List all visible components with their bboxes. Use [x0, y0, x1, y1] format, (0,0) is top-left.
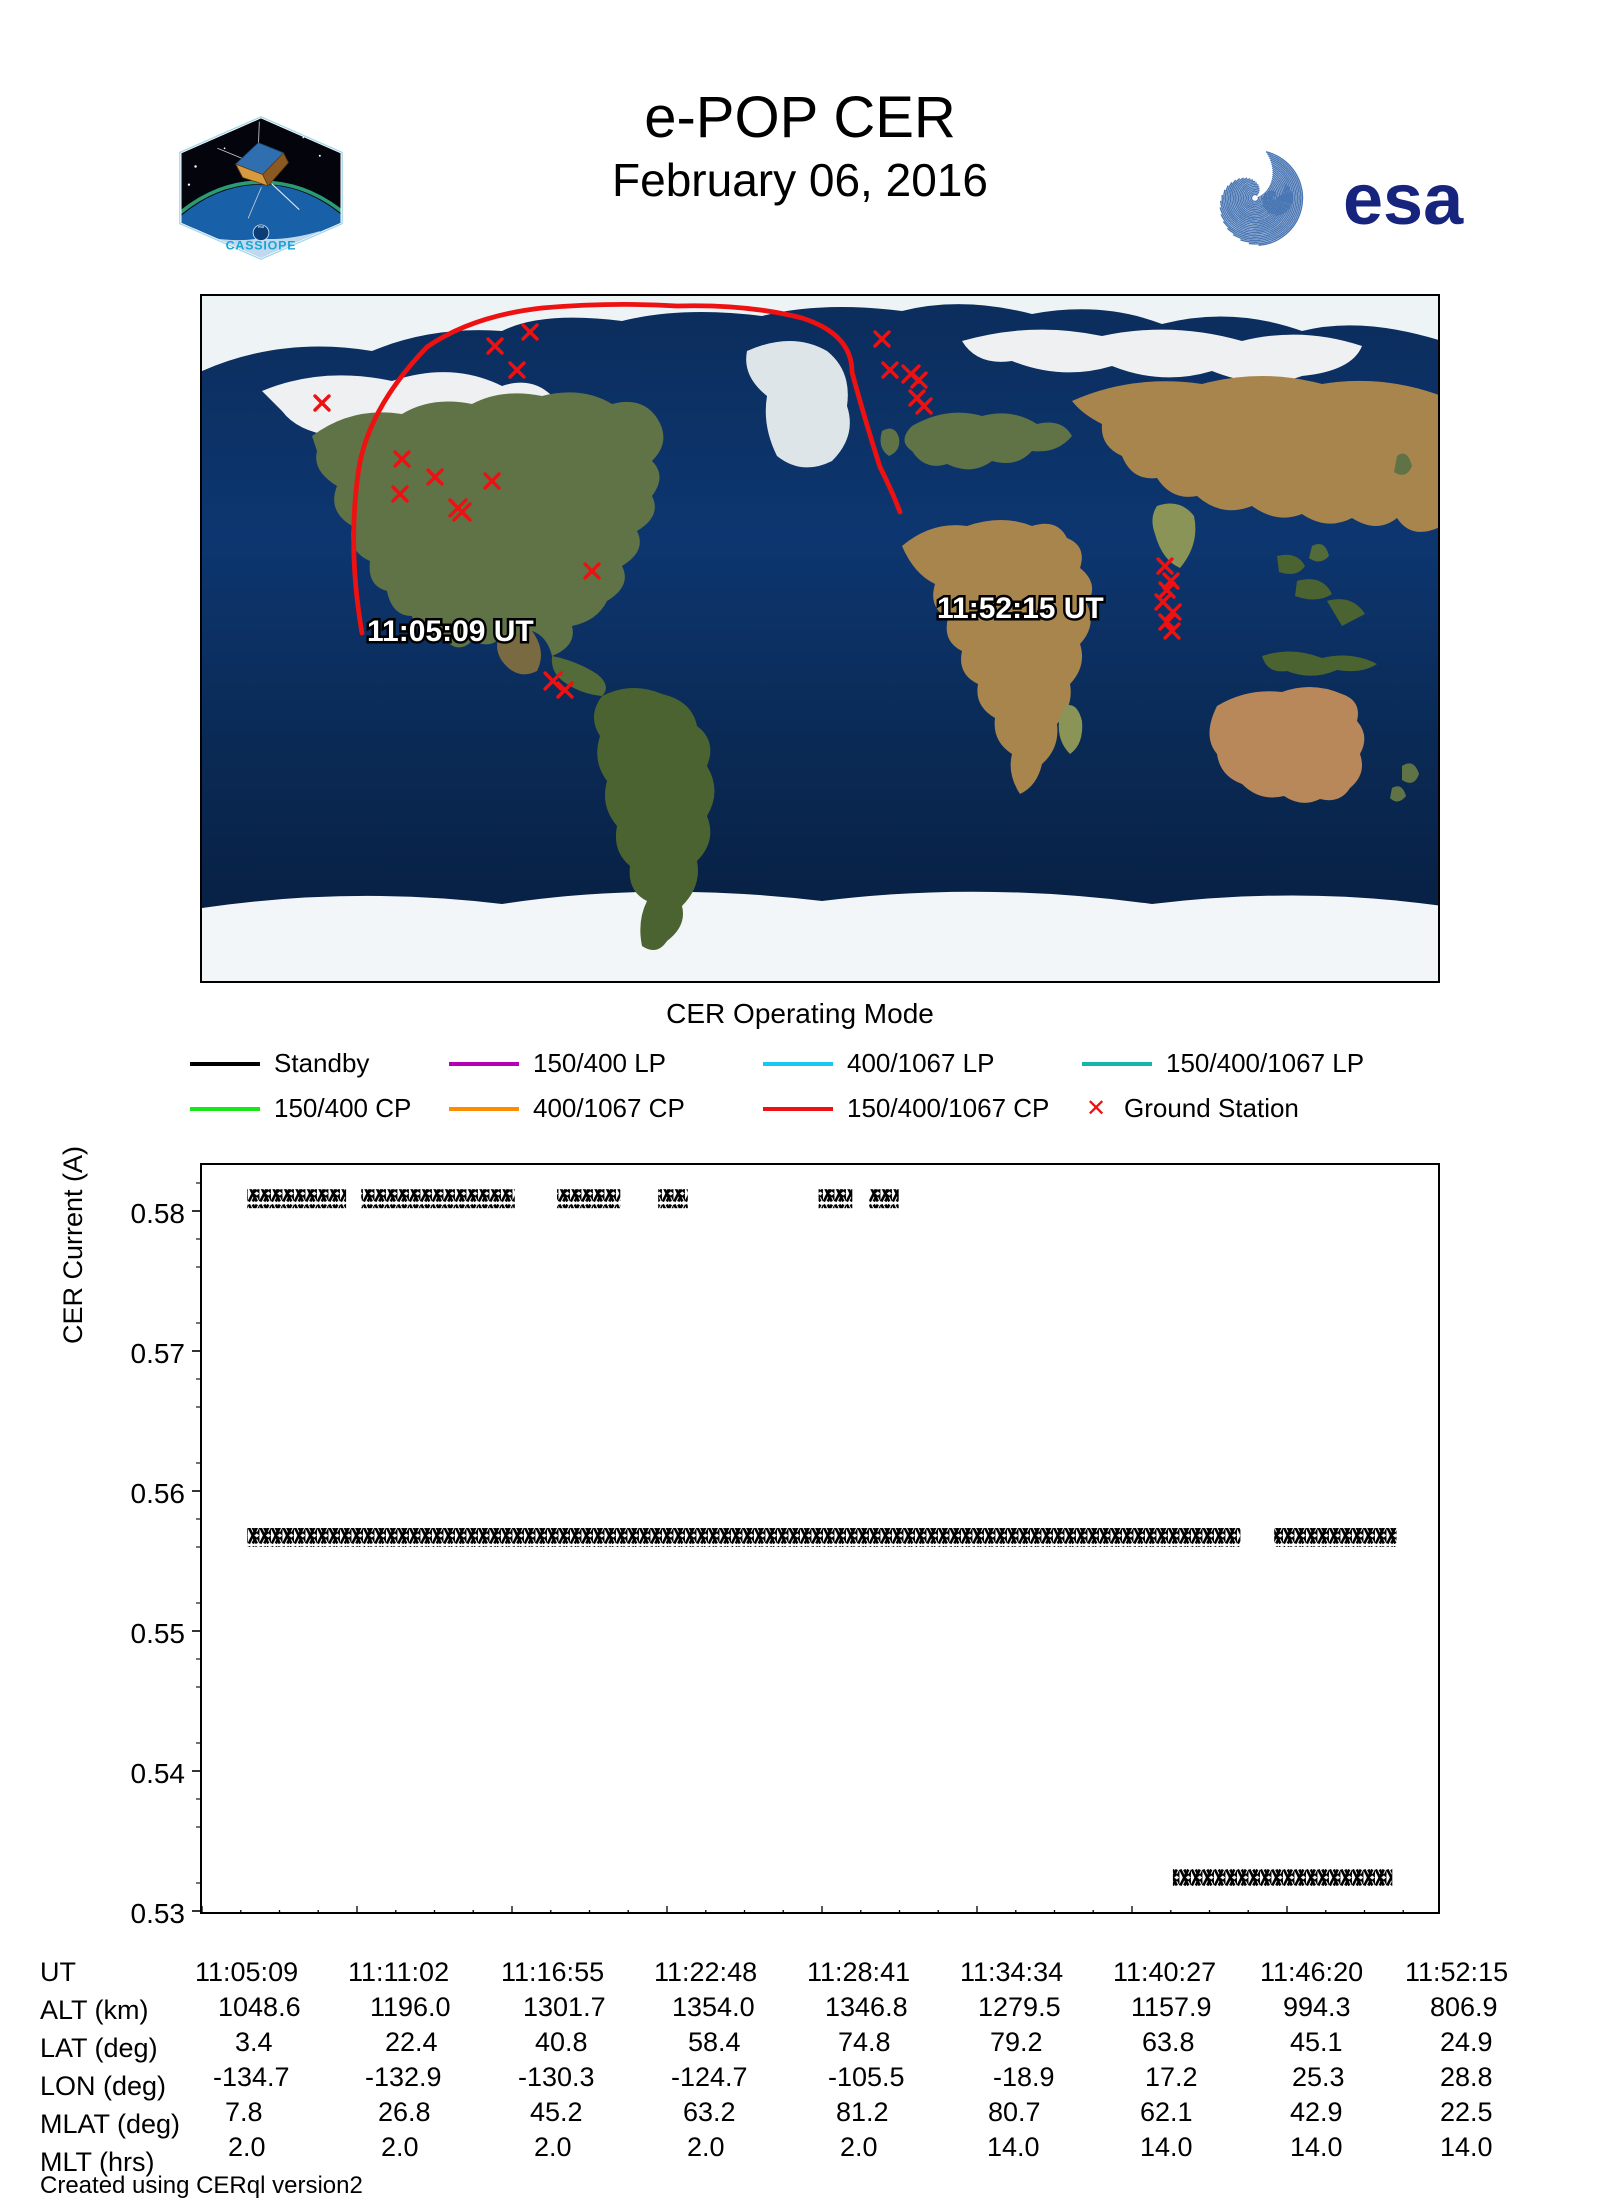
svg-text:11:05:09 UT: 11:05:09 UT	[367, 615, 534, 648]
svg-text:esa: esa	[1343, 160, 1464, 240]
svg-text:esa: esa	[258, 225, 265, 229]
svg-text:CASSIOPE: CASSIOPE	[226, 238, 297, 252]
svg-text:11:52:15 UT: 11:52:15 UT	[937, 592, 1104, 625]
